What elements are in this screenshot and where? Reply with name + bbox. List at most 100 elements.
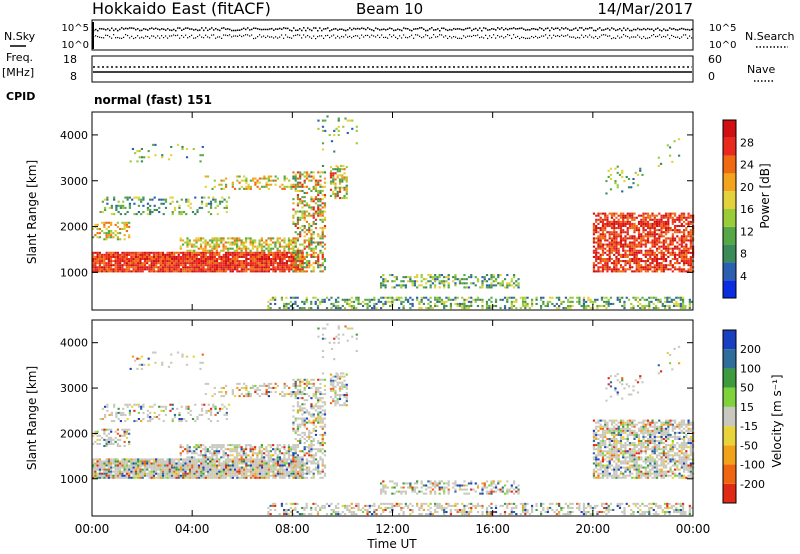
power-cell — [94, 234, 97, 237]
velocity-cell — [143, 468, 147, 471]
power-cell — [646, 231, 650, 234]
velocity-cell — [94, 462, 97, 465]
power-cell — [92, 253, 95, 256]
power-cell — [125, 264, 129, 267]
velocity-cell — [146, 462, 149, 465]
power-cell — [351, 119, 354, 122]
power-cell — [400, 300, 403, 303]
power-cell — [631, 237, 634, 240]
velocity-cell — [128, 470, 131, 473]
power-cell — [633, 218, 636, 221]
power-cell — [395, 284, 398, 287]
power-cell — [687, 220, 690, 223]
power-cell — [497, 274, 500, 277]
velocity-cell — [206, 470, 210, 473]
power-cell — [202, 247, 205, 250]
power-cell — [344, 117, 347, 120]
power-cell — [601, 233, 605, 236]
power-cell — [626, 214, 629, 217]
noise-sky-point — [293, 27, 295, 29]
power-cell — [243, 260, 246, 263]
noise-search-point — [173, 34, 175, 36]
power-cell — [177, 264, 180, 267]
power-cell — [681, 298, 685, 301]
velocity-cell — [114, 464, 117, 467]
power-cell — [233, 243, 236, 246]
power-cell — [296, 220, 300, 223]
power-cell — [308, 224, 311, 228]
noise-sky-point — [217, 28, 219, 31]
power-cell — [458, 302, 462, 305]
noise-search-point — [203, 37, 205, 39]
power-cell — [458, 304, 462, 308]
power-cell — [299, 264, 302, 267]
power-cell — [633, 251, 636, 254]
noise-search-point — [641, 37, 643, 40]
power-cell — [157, 260, 160, 263]
power-cell — [481, 284, 484, 287]
power-cell — [666, 304, 669, 308]
power-cell — [254, 268, 257, 271]
power-cell — [592, 227, 596, 230]
power-cell — [682, 229, 686, 232]
power-cell — [116, 236, 119, 239]
power-cell — [409, 276, 412, 279]
power-cell — [555, 296, 558, 299]
power-cell — [134, 270, 138, 273]
noise-search-point — [477, 34, 479, 36]
power-cell — [637, 241, 641, 244]
power-cell — [283, 237, 286, 240]
power-cell — [336, 170, 339, 173]
power-cell — [653, 243, 656, 246]
power-cell — [245, 185, 248, 188]
velocity-cell — [224, 468, 228, 471]
power-cell — [483, 280, 486, 283]
velocity-cell — [265, 470, 268, 473]
velocity-cell — [98, 460, 101, 463]
power-cell — [314, 212, 318, 215]
power-cell — [567, 307, 570, 310]
power-cell — [601, 245, 605, 248]
velocity-cell — [200, 476, 203, 479]
noise-sky-point — [221, 27, 223, 30]
velocity-cell — [224, 462, 228, 465]
power-cell — [176, 200, 179, 203]
power-cell — [615, 227, 618, 230]
noise-sky-point — [251, 28, 253, 31]
noise-sky-point — [529, 29, 531, 31]
power-cell — [407, 276, 410, 279]
power-cell — [279, 185, 282, 188]
power-cell — [173, 208, 177, 211]
power-cell — [240, 243, 243, 246]
power-cell — [114, 255, 117, 258]
power-cell — [130, 251, 133, 254]
power-cell — [667, 214, 670, 217]
power-cell — [662, 266, 665, 269]
power-cell — [485, 302, 489, 305]
noise-search-point — [315, 37, 317, 40]
power-cell — [508, 284, 511, 287]
power-cell — [657, 156, 660, 159]
power-cell — [178, 206, 181, 209]
noise-sky-point — [171, 29, 173, 32]
power-cell — [213, 262, 216, 265]
velocity-cell — [258, 468, 261, 471]
velocity-cell — [146, 472, 149, 475]
velocity-cell — [191, 458, 194, 461]
power-cell — [166, 262, 169, 265]
velocity-cell — [94, 470, 97, 473]
noise-search-point — [549, 34, 551, 37]
power-cell — [404, 284, 407, 287]
noise-search-point — [571, 36, 573, 38]
power-cell — [231, 253, 234, 256]
power-cell — [425, 296, 428, 299]
noise-sky-point — [453, 27, 455, 30]
noise-sky-point — [169, 29, 171, 31]
power-cell — [685, 216, 688, 219]
velocity-cell — [92, 476, 95, 479]
power-cell — [104, 206, 107, 209]
power-cell — [254, 266, 257, 269]
power-cell — [608, 245, 611, 248]
velocity-cell — [152, 474, 156, 477]
